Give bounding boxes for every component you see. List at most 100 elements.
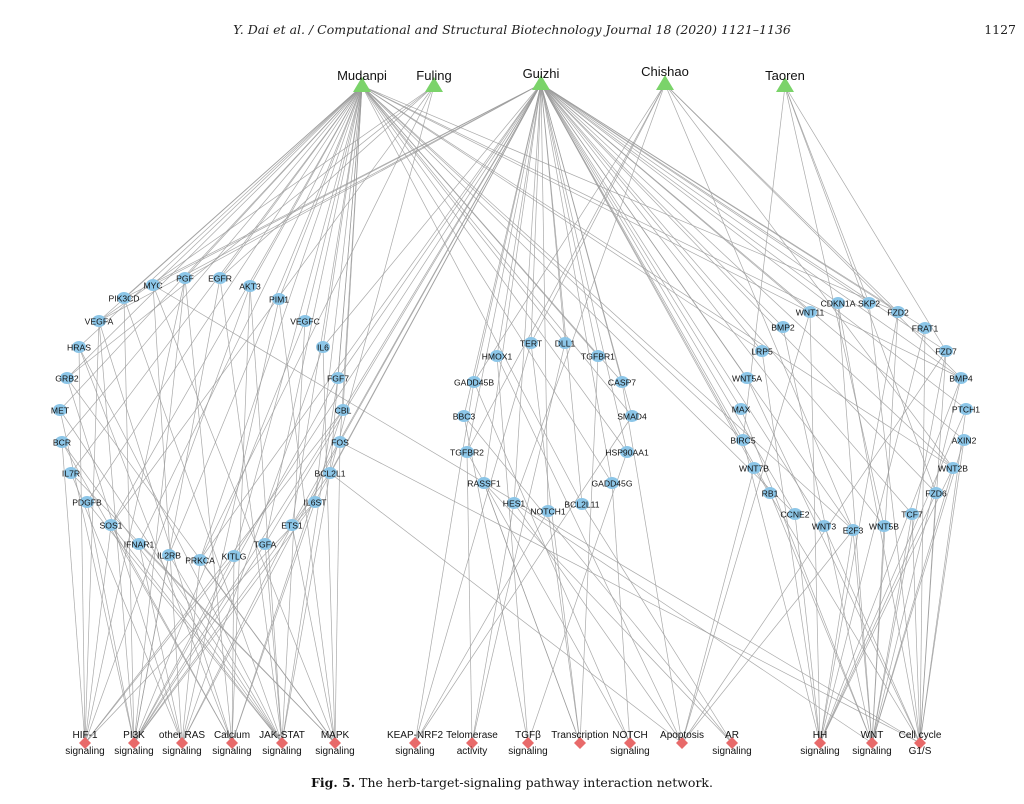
target-pathway-edge — [819, 327, 926, 744]
pathway-label-wnt: WNT — [861, 730, 884, 741]
target-label-frat1: FRAT1 — [912, 324, 939, 334]
target-node-il2rb — [162, 549, 176, 561]
figure-caption-label: Fig. 5. — [311, 775, 356, 790]
pathway-label-hh: HH — [813, 730, 827, 741]
target-label-bmp4: BMP4 — [949, 374, 973, 384]
target-pathway-edge — [782, 326, 873, 744]
target-node-notch1 — [541, 505, 555, 517]
target-pathway-edge — [483, 482, 581, 744]
target-node-fzd6 — [929, 487, 943, 499]
target-pathway-edge — [463, 415, 733, 744]
target-pathway-edge — [819, 467, 954, 744]
herb-target-edge — [314, 85, 363, 503]
pathway-label-hif-1: HIF-1 — [73, 730, 98, 741]
target-pathway-edge — [138, 543, 183, 744]
target-node-wnt5a — [740, 372, 754, 384]
target-label-il2rb: IL2RB — [157, 551, 181, 561]
target-node-vegfc — [298, 315, 312, 327]
herb-target-edge — [784, 85, 947, 352]
pathway-sublabel-wnt: signaling — [852, 746, 891, 757]
target-pathway-edge — [231, 501, 316, 744]
target-label-hsp90aa1: HSP90AA1 — [605, 448, 649, 458]
network-nodes: Mudanpi Fuling Guizhi Chishao Taoren PGF EGFR M… — [51, 64, 980, 757]
herb-target-edge — [361, 85, 954, 469]
figure-caption: Fig. 5. The herb-target-signaling pathwa… — [0, 775, 1024, 790]
target-pathway-edge — [819, 529, 854, 744]
herb-target-edge — [466, 83, 542, 453]
pathway-label-notch: NOTCH — [612, 730, 648, 741]
herb-target-edge — [361, 85, 628, 453]
target-node-casp7 — [615, 376, 629, 388]
target-node-ets1 — [285, 519, 299, 531]
pathway-sublabel-ar: signaling — [712, 746, 751, 757]
target-pathway-edge — [483, 482, 733, 744]
herb-target-edge — [361, 85, 613, 484]
pathway-node-tgf — [522, 737, 534, 749]
herb-label-taoren: Taoren — [765, 68, 805, 83]
pathway-sublabel-tgf: signaling — [508, 746, 547, 757]
target-pathway-edge — [871, 377, 962, 744]
target-pathway-edge — [919, 492, 937, 744]
target-pathway-edge — [530, 342, 581, 744]
target-label-il7r: IL7R — [62, 469, 80, 479]
target-node-gadd45g — [605, 477, 619, 489]
target-label-pdgfb: PDGFB — [72, 498, 102, 508]
herb-target-edge — [540, 83, 784, 328]
herb-target-edge — [199, 83, 542, 561]
pathway-label-apoptosis: Apoptosis — [660, 730, 704, 741]
target-pathway-edge — [84, 277, 186, 744]
target-pathway-edge — [133, 555, 235, 744]
herb-target-edge — [540, 83, 947, 352]
target-pathway-edge — [78, 346, 283, 744]
target-pathway-edge — [181, 524, 293, 744]
target-node-ccne2 — [788, 508, 802, 520]
herb-target-edge — [322, 85, 363, 348]
target-label-hras: HRAS — [67, 343, 91, 353]
target-pathway-edge — [138, 543, 336, 744]
target-pathway-edge — [181, 559, 201, 744]
target-pathway-edge — [681, 467, 755, 744]
herb-target-edge — [513, 83, 666, 504]
target-node-frat1 — [918, 322, 932, 334]
target-pathway-edge — [291, 524, 336, 744]
target-pathway-edge — [84, 501, 316, 744]
target-pathway-edge — [78, 346, 233, 744]
herb-target-edge — [219, 85, 435, 279]
target-node-cdkn1a — [831, 297, 845, 309]
target-label-skp2: SKP2 — [858, 299, 880, 309]
target-label-wnt5b: WNT5B — [869, 522, 899, 532]
target-pathway-edge — [219, 277, 283, 744]
target-pathway-edge — [133, 501, 316, 744]
target-label-fzd7: FZD7 — [935, 347, 957, 357]
target-label-smad4: SMAD4 — [617, 412, 647, 422]
target-pathway-edge — [231, 555, 235, 744]
target-node-lrp5 — [755, 345, 769, 357]
target-pathway-edge — [322, 346, 336, 744]
target-pathway-edge — [871, 439, 965, 744]
target-label-tgfa: TGFA — [254, 540, 277, 550]
target-pathway-edge — [414, 381, 475, 744]
target-label-egfr: EGFR — [208, 274, 232, 284]
herb-target-edge — [361, 85, 763, 352]
target-pathway-edge — [547, 510, 581, 744]
target-label-hmox1: HMOX1 — [482, 352, 513, 362]
herb-target-edge — [361, 85, 633, 417]
target-label-grb2: GRB2 — [55, 374, 79, 384]
target-label-cbl: CBL — [335, 406, 352, 416]
pathway-label-mapk: MAPK — [321, 730, 350, 741]
target-pathway-edge — [61, 441, 86, 744]
herb-target-edge — [361, 85, 796, 515]
herb-target-edge — [540, 83, 965, 441]
target-pathway-edge — [70, 472, 183, 744]
herb-target-edge — [540, 83, 854, 531]
target-pathway-edge — [466, 451, 631, 744]
target-label-ptch1: PTCH1 — [952, 405, 980, 415]
herb-node-taoren — [776, 77, 794, 92]
pathway-sublabel-jak-stat: signaling — [262, 746, 301, 757]
pathway-node-notch — [624, 737, 636, 749]
herb-node-guizhi — [532, 75, 550, 90]
target-pathway-edge — [61, 441, 233, 744]
target-node-prkca — [193, 554, 207, 566]
pathway-node-jak-stat — [276, 737, 288, 749]
herb-target-edge — [540, 83, 628, 453]
